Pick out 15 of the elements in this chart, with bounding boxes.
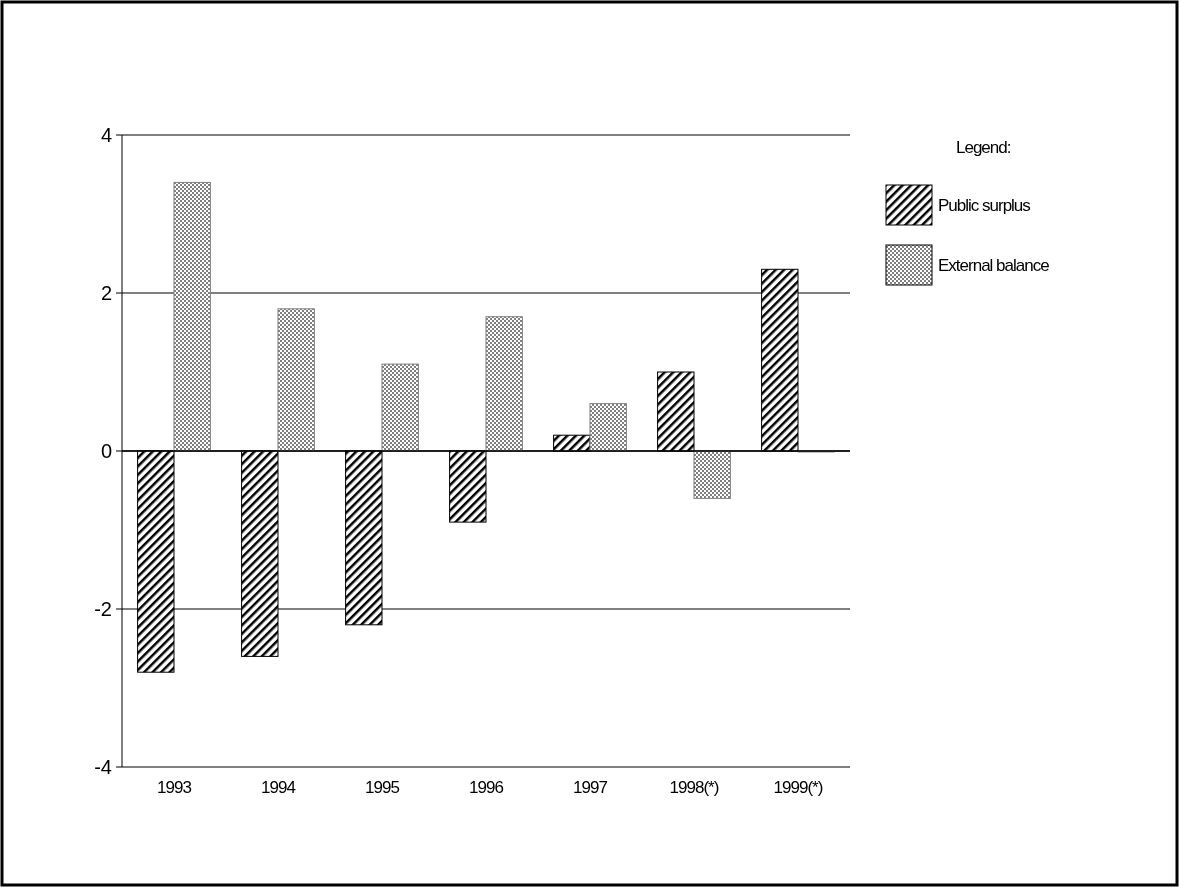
x-tick-label: 1997 <box>573 778 608 797</box>
x-tick-label: 1996 <box>469 778 504 797</box>
legend-title: Legend: <box>956 138 1011 157</box>
x-tick-label: 1994 <box>261 778 296 797</box>
y-tick-label: 4 <box>100 124 112 146</box>
x-tick-label: 1998(*) <box>669 778 719 797</box>
y-tick-label: 2 <box>100 282 112 304</box>
x-tick-label: 1995 <box>365 778 400 797</box>
x-tick-label: 1993 <box>157 778 192 797</box>
y-tick-label: 0 <box>100 440 112 462</box>
x-tick-label: 1999(*) <box>773 778 823 797</box>
y-tick-label: -2 <box>94 598 112 620</box>
y-tick-label: -4 <box>94 756 112 778</box>
legend-label: External balance <box>938 255 1050 275</box>
legend-label: Public surplus <box>938 195 1031 215</box>
